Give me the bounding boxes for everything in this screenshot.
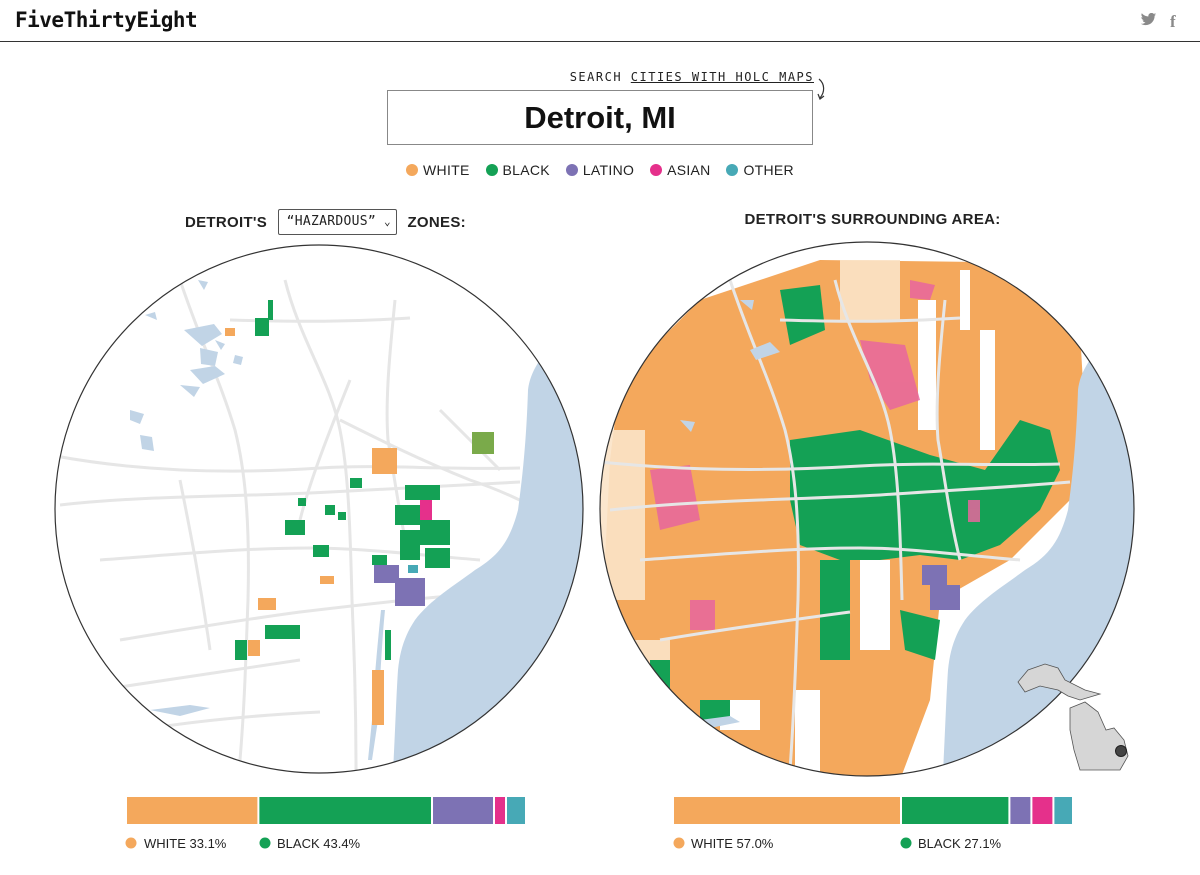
black-dot-icon bbox=[485, 164, 498, 176]
right-map-border bbox=[599, 241, 1135, 777]
top-bar: FiveThirtyEight f bbox=[0, 0, 1200, 42]
bar-segment-asian bbox=[495, 797, 505, 824]
right-black-pct: BLACK 27.1% bbox=[918, 836, 1002, 851]
search-label: SEARCH CITIES WITH HOLC MAPS bbox=[569, 70, 814, 84]
left-map-border bbox=[54, 244, 584, 774]
race-legend: WHITE BLACK LATINO ASIAN OTHER bbox=[0, 162, 1200, 178]
black-dot-icon bbox=[900, 837, 912, 849]
legend-item-asian: ASIAN bbox=[650, 162, 711, 178]
white-dot-icon bbox=[673, 837, 685, 849]
zones-black bbox=[235, 300, 450, 660]
twitter-icon[interactable] bbox=[1140, 12, 1157, 32]
bar-segment-black bbox=[259, 797, 431, 824]
left-heading: DETROIT'S “HAZARDOUS” ⌄ ZONES: bbox=[185, 209, 466, 235]
zones-asian bbox=[420, 500, 432, 520]
latino-population bbox=[922, 565, 960, 610]
curved-arrow-icon bbox=[817, 78, 825, 100]
legend-item-latino: LATINO bbox=[565, 162, 634, 178]
white-dot-icon bbox=[125, 837, 137, 849]
latino-dot-icon bbox=[565, 164, 578, 176]
bar-segment-other bbox=[1054, 797, 1072, 824]
bar-segment-latino bbox=[433, 797, 493, 824]
left-black-pct: BLACK 43.4% bbox=[277, 836, 361, 851]
site-logo[interactable]: FiveThirtyEight bbox=[15, 8, 198, 32]
left-composition-bar bbox=[127, 797, 525, 824]
legend-item-black: BLACK bbox=[485, 162, 550, 178]
right-white-pct: WHITE 57.0% bbox=[691, 836, 774, 851]
bar-segment-latino bbox=[1010, 797, 1031, 824]
zones-other bbox=[408, 565, 418, 573]
road-network bbox=[55, 279, 541, 771]
hazardous-zones-map[interactable] bbox=[50, 240, 590, 790]
road-network bbox=[600, 279, 1071, 771]
white-dot-icon bbox=[406, 164, 419, 176]
bar-segment-black bbox=[902, 797, 1009, 824]
bar-segment-asian bbox=[1032, 797, 1053, 824]
detroit-marker-icon bbox=[1115, 745, 1127, 757]
lakes bbox=[680, 300, 780, 728]
asian-population bbox=[650, 280, 980, 630]
legend-item-white: WHITE bbox=[406, 162, 470, 178]
city-search-input[interactable]: Detroit, MI bbox=[387, 90, 813, 145]
lakes bbox=[130, 280, 243, 716]
zone-select[interactable]: “HAZARDOUS” ⌄ bbox=[277, 209, 397, 235]
zones-white bbox=[225, 328, 397, 725]
legend-item-other: OTHER bbox=[726, 162, 794, 178]
facebook-icon[interactable]: f bbox=[1170, 12, 1176, 31]
zones-latino bbox=[374, 565, 425, 606]
white-gaps bbox=[720, 270, 995, 776]
cities-link[interactable]: CITIES WITH HOLC MAPS bbox=[630, 70, 814, 84]
bar-segment-other bbox=[507, 797, 525, 824]
bar-segment-white bbox=[674, 797, 900, 824]
black-population bbox=[650, 285, 1060, 720]
black-dot-icon bbox=[259, 837, 271, 849]
bar-segment-white bbox=[127, 797, 258, 824]
other-dot-icon bbox=[726, 164, 739, 176]
michigan-locator-map bbox=[1017, 663, 1129, 771]
right-composition-bar bbox=[674, 797, 1072, 824]
chevron-down-icon: ⌄ bbox=[384, 215, 391, 228]
right-heading: DETROIT'S SURROUNDING AREA: bbox=[744, 211, 1001, 228]
asian-dot-icon bbox=[650, 164, 663, 176]
left-white-pct: WHITE 33.1% bbox=[144, 836, 227, 851]
